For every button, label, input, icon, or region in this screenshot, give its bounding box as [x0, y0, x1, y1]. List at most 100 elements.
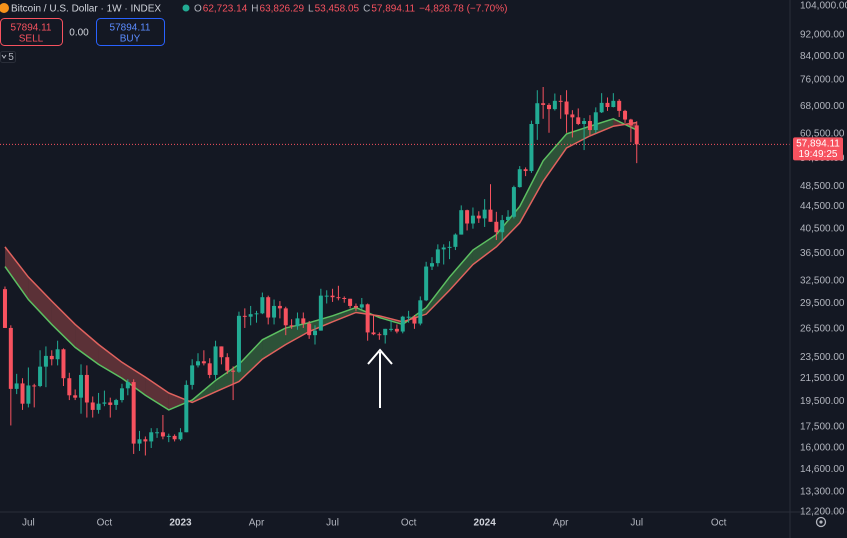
settings-icon[interactable]: [815, 516, 827, 528]
ohlc-key: O: [194, 4, 202, 15]
y-tick-label: 48,500.00: [800, 181, 845, 192]
y-tick-label: 12,200.00: [800, 507, 845, 518]
candle-body: [96, 403, 101, 410]
y-tick-label: 23,500.00: [800, 352, 845, 363]
candle-body: [213, 346, 218, 375]
candle-body: [55, 349, 60, 360]
buy-button[interactable]: [96, 18, 165, 46]
candle-body: [260, 297, 265, 314]
candle-body: [365, 304, 370, 333]
x-tick-label: 2024: [474, 518, 497, 529]
candle-body: [295, 318, 300, 327]
y-tick-label: 44,500.00: [800, 201, 845, 212]
price-tag: [793, 137, 843, 161]
spread: 0.00: [69, 28, 89, 39]
candle-body: [137, 439, 142, 444]
candle-body: [307, 323, 312, 336]
candle-body: [61, 349, 66, 379]
candle-body: [196, 361, 201, 366]
sell-price[interactable]: 57894.11: [11, 23, 52, 34]
candle-body: [383, 328, 388, 336]
candle-body: [20, 383, 25, 404]
candle-body: [184, 384, 189, 433]
candle-body: [348, 298, 353, 306]
candle-body: [506, 216, 511, 221]
ma-band: [121, 362, 146, 396]
candle-body: [359, 304, 364, 308]
candle-body: [400, 316, 405, 332]
candle-body: [90, 402, 95, 410]
candle-body: [324, 295, 329, 297]
ohlc-value: 53,458.05: [315, 4, 360, 15]
candle-body: [32, 385, 37, 387]
market-status: [182, 4, 190, 12]
price-tag-value: 57,894.11: [796, 138, 840, 149]
candle-body: [8, 327, 13, 389]
candle-body: [225, 357, 230, 371]
indicator-toggle[interactable]: [0, 51, 16, 63]
x-tick-label: Oct: [97, 518, 113, 529]
ohlc-value: 63,826.29: [260, 4, 305, 15]
candle-body: [49, 355, 54, 360]
candle-body: [546, 104, 551, 110]
candle-body: [582, 121, 587, 124]
candle-body: [155, 432, 160, 434]
candle-body: [599, 102, 604, 113]
indicator-count[interactable]: 5: [8, 52, 14, 63]
candle-body: [634, 125, 639, 145]
plot-area: [0, 86, 790, 456]
ohlc-key: H: [251, 4, 258, 15]
ma-band: [168, 392, 193, 410]
candle-body: [429, 263, 434, 267]
candle-body: [535, 103, 540, 124]
sell-label[interactable]: SELL: [19, 34, 44, 45]
candle-body: [143, 439, 148, 442]
price-change: −4,828.78 (−7.70%): [419, 4, 507, 15]
candle-body: [447, 246, 452, 248]
candle-body: [342, 297, 347, 299]
candle-body: [114, 400, 119, 405]
buy-price[interactable]: 57894.11: [110, 23, 151, 34]
candle-body: [242, 315, 247, 317]
candle-body: [14, 383, 19, 389]
ma-band: [51, 301, 76, 348]
candle-body: [318, 295, 323, 331]
candle-body: [102, 402, 107, 404]
candle-body: [272, 305, 277, 318]
ma-band: [332, 307, 356, 322]
candle-body: [394, 328, 399, 332]
y-tick-label: 26,500.00: [800, 323, 845, 334]
candle-body: [605, 102, 610, 108]
candle-body: [119, 388, 124, 401]
candle-body: [623, 110, 628, 120]
candle-body: [476, 215, 481, 219]
candle-body: [166, 435, 171, 437]
candle-body: [207, 363, 212, 375]
y-tick-label: 16,000.00: [800, 443, 845, 454]
ma-band: [28, 277, 52, 325]
candle-body: [418, 300, 423, 324]
candle-body: [587, 121, 592, 131]
buy-label[interactable]: BUY: [120, 34, 141, 45]
candle-body: [353, 305, 358, 308]
candle-body: [248, 314, 253, 317]
ohlc-key: C: [363, 4, 370, 15]
candle-body: [570, 114, 575, 118]
candle-body: [377, 334, 382, 336]
y-tick-label: 40,500.00: [800, 223, 845, 234]
candle-body: [73, 395, 78, 398]
y-tick-label: 29,500.00: [800, 298, 845, 309]
sell-button[interactable]: [0, 18, 63, 46]
symbol-title[interactable]: Bitcoin / U.S. Dollar · 1W · INDEX: [11, 4, 161, 15]
candle-body: [301, 318, 306, 324]
candle-body: [283, 308, 288, 326]
ohlc-legend: O 62,723.14 H 63,826.29 L 53,458.05 C 57,894.11…: [194, 4, 507, 15]
candle-body: [190, 365, 195, 385]
candle-body: [488, 209, 493, 222]
candle-body: [289, 325, 294, 327]
candle-body: [371, 332, 376, 335]
symbol-icon[interactable]: [0, 3, 9, 13]
